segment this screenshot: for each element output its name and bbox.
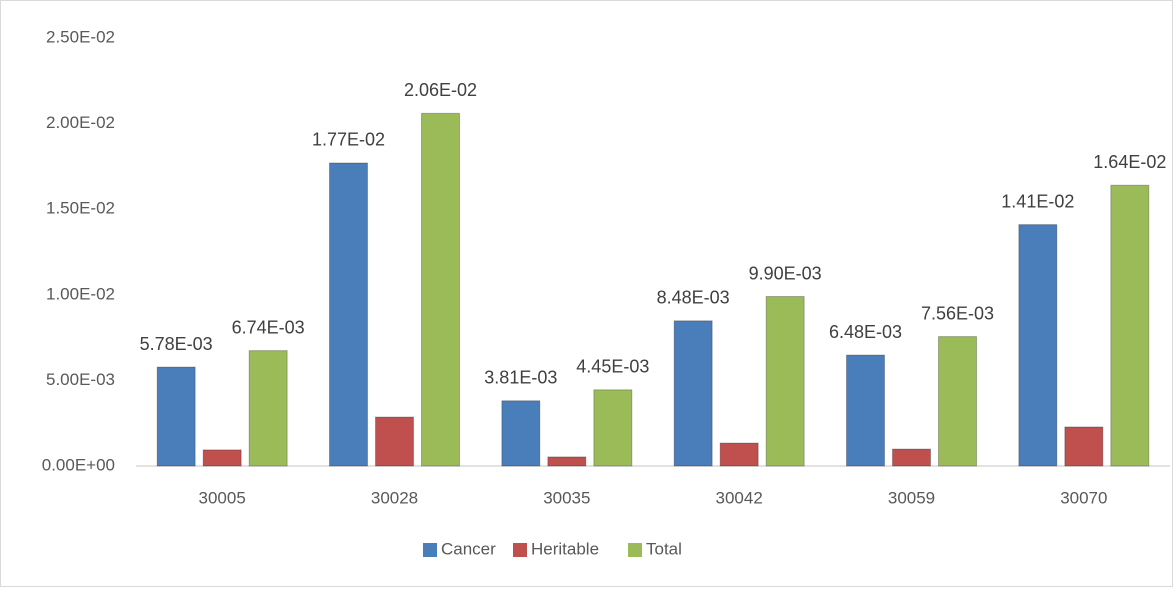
data-label: 9.90E-03	[749, 263, 822, 283]
x-tick-label: 30059	[888, 488, 935, 507]
legend-label: Cancer	[441, 539, 496, 558]
bar	[1064, 426, 1104, 467]
legend-swatch	[628, 543, 642, 557]
bar	[375, 416, 414, 467]
y-tick-label: 1.50E-02	[46, 199, 115, 218]
bar	[156, 366, 196, 467]
x-tick-label: 30028	[371, 488, 418, 507]
data-label: 1.64E-02	[1093, 152, 1166, 172]
bar	[329, 162, 368, 467]
bar	[501, 400, 541, 467]
x-tick-label: 30070	[1060, 488, 1107, 507]
data-label: 1.41E-02	[1001, 191, 1074, 211]
data-label: 6.74E-03	[232, 317, 305, 337]
data-label: 4.45E-03	[576, 357, 649, 377]
bar	[1110, 184, 1150, 467]
bar	[938, 336, 977, 467]
y-tick-label: 0.00E+00	[42, 455, 115, 474]
data-label: 3.81E-03	[484, 368, 557, 388]
legend-label: Heritable	[531, 539, 599, 558]
legend-label: Total	[646, 539, 682, 558]
bar	[719, 442, 759, 467]
data-label: 5.78E-03	[140, 334, 213, 354]
bar	[202, 449, 242, 467]
bar	[248, 350, 288, 467]
legend-swatch	[513, 543, 527, 557]
x-tick-label: 30005	[199, 488, 246, 507]
legend-swatch	[423, 543, 437, 557]
bar	[765, 296, 805, 467]
x-tick-label: 30042	[716, 488, 763, 507]
bar	[892, 448, 931, 467]
data-label: 2.06E-02	[404, 80, 477, 100]
bar	[1018, 224, 1058, 467]
bar	[593, 389, 633, 467]
bar	[547, 456, 587, 467]
bar	[673, 320, 713, 467]
bar	[846, 354, 885, 467]
y-tick-label: 2.00E-02	[46, 113, 115, 132]
y-tick-label: 5.00E-03	[46, 370, 115, 389]
y-tick-label: 1.00E-02	[46, 284, 115, 303]
data-label: 8.48E-03	[657, 288, 730, 308]
y-tick-label: 2.50E-02	[46, 27, 115, 46]
data-label: 6.48E-03	[829, 322, 902, 342]
data-label: 7.56E-03	[921, 303, 994, 323]
data-label: 1.77E-02	[312, 130, 385, 150]
bar	[421, 112, 460, 467]
x-tick-label: 30035	[543, 488, 590, 507]
